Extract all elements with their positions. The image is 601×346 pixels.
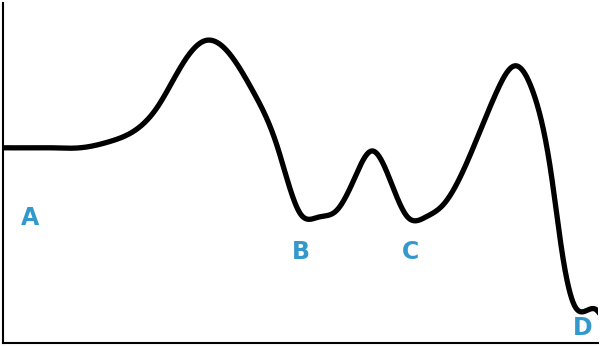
- Text: D: D: [573, 316, 592, 340]
- Text: C: C: [402, 240, 419, 264]
- Text: A: A: [20, 206, 39, 230]
- Text: B: B: [291, 240, 310, 264]
